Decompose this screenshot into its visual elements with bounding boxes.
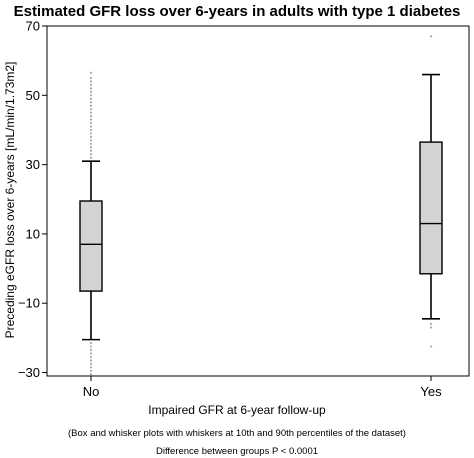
outlier-point — [429, 35, 433, 38]
outlier-point — [89, 149, 93, 152]
outlier-point — [89, 94, 93, 97]
outlier-point — [89, 153, 93, 156]
outlier-point — [89, 341, 93, 345]
outlier-point — [89, 118, 93, 121]
outlier-point — [89, 128, 93, 132]
x-tick-label-no: No — [83, 384, 100, 399]
outlier-point — [89, 104, 93, 107]
outlier-point — [89, 114, 93, 118]
x-tick-label-yes: Yes — [420, 384, 442, 399]
outlier-point — [89, 139, 93, 142]
y-tick-label: 70 — [26, 19, 40, 34]
outlier-point — [89, 362, 93, 365]
outlier-point — [89, 345, 93, 348]
outlier-point — [89, 366, 93, 369]
outlier-point — [89, 352, 93, 355]
outlier-point — [89, 83, 93, 87]
outlier-point — [89, 108, 93, 111]
outlier-point — [429, 326, 433, 329]
outlier-point — [89, 142, 93, 145]
outlier-point — [89, 132, 93, 135]
outlier-point — [89, 80, 93, 83]
y-tick-label: 30 — [26, 157, 40, 172]
plot-area-frame — [46, 25, 470, 377]
box-iqr — [419, 141, 443, 275]
y-axis: −30 −10 10 30 50 70 — [18, 19, 47, 380]
outlier-point — [89, 156, 93, 159]
outlier-point — [89, 76, 93, 80]
outlier-point — [89, 348, 93, 352]
x-axis: No Yes — [83, 376, 442, 399]
outlier-point — [89, 135, 93, 138]
outlier-point — [89, 90, 93, 93]
outlier-point — [89, 87, 93, 90]
outlier-point — [429, 322, 433, 326]
outlier-point — [89, 125, 93, 128]
outlier-point — [89, 71, 93, 74]
box-yes — [419, 35, 443, 348]
outlier-point — [89, 359, 93, 362]
box-series — [79, 35, 443, 376]
outlier-point — [429, 345, 433, 348]
y-axis-label: Preceding eGFR loss over 6-years [mL/min… — [3, 62, 17, 339]
chart-note-pvalue: Difference between groups P < 0.0001 — [156, 446, 318, 457]
y-tick-label: 10 — [26, 226, 40, 241]
outlier-point — [89, 369, 93, 372]
outlier-point — [89, 355, 93, 359]
chart-title: Estimated GFR loss over 6-years in adult… — [14, 3, 461, 20]
chart-note-whiskers: (Box and whisker plots with whiskers at … — [68, 428, 406, 439]
y-tick-label: 50 — [26, 88, 40, 103]
outlier-point — [89, 373, 93, 376]
outlier-point — [89, 146, 93, 149]
box-iqr — [79, 200, 103, 292]
box-no — [79, 71, 103, 376]
outlier-point — [89, 101, 93, 104]
x-axis-label: Impaired GFR at 6-year follow-up — [148, 403, 326, 417]
y-tick-label: −10 — [18, 296, 40, 311]
outlier-point — [89, 111, 93, 114]
y-tick-label: −30 — [18, 365, 40, 380]
outlier-point — [89, 121, 93, 125]
outlier-point — [89, 97, 93, 100]
